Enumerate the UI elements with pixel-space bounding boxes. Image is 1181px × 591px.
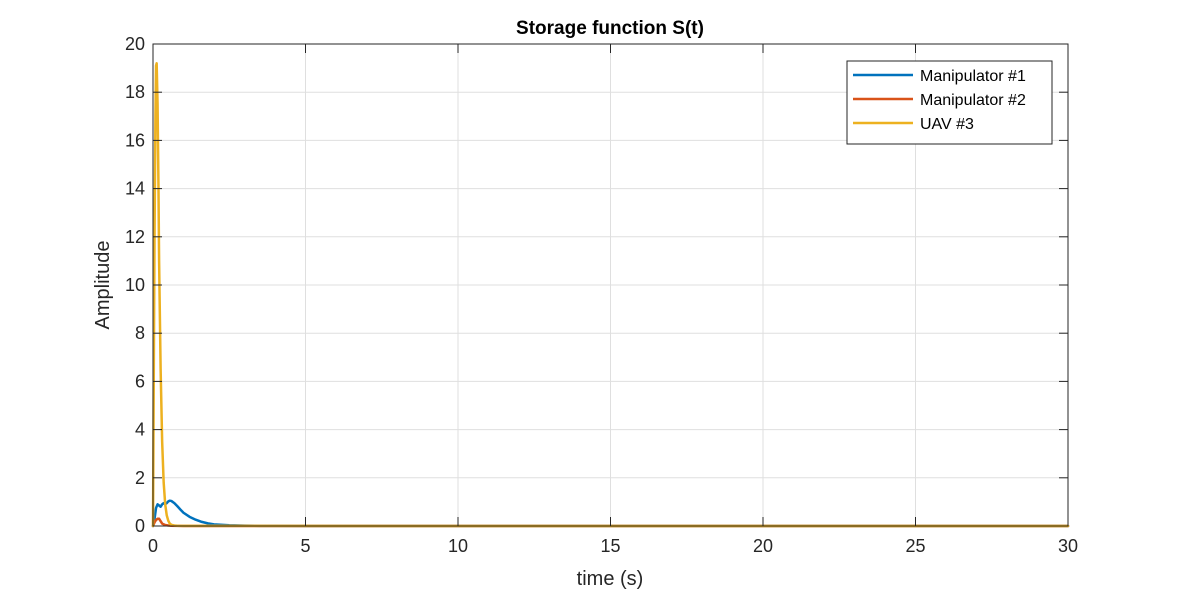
- x-tick-label: 15: [600, 536, 620, 556]
- x-tick-label: 20: [753, 536, 773, 556]
- x-axis-label: time (s): [577, 568, 644, 590]
- y-tick-label: 4: [135, 420, 145, 440]
- x-tick-label: 25: [905, 536, 925, 556]
- y-tick-label: 8: [135, 323, 145, 343]
- legend-entry: Manipulator #1: [920, 68, 1026, 85]
- y-tick-label: 20: [125, 34, 145, 54]
- x-tick-label: 0: [148, 536, 158, 556]
- legend-entry: UAV #3: [920, 116, 974, 133]
- y-tick-label: 6: [135, 371, 145, 391]
- series-line-3: [151, 62, 1070, 528]
- y-tick-label: 0: [135, 516, 145, 536]
- y-tick-label: 18: [125, 82, 145, 102]
- y-tick-label: 16: [125, 130, 145, 150]
- y-tick-label: 12: [125, 227, 145, 247]
- y-tick-label: 14: [125, 179, 145, 199]
- x-tick-label: 10: [448, 536, 468, 556]
- y-axis-label: Amplitude: [92, 241, 114, 330]
- y-tick-label: 10: [125, 275, 145, 295]
- tick-labels: 0 5 10 15 20 25 30 0 2 4 6 8 10 12 14 16 18 20: [125, 34, 1078, 556]
- axis-ticks: [152, 43, 1069, 527]
- x-tick-label: 30: [1058, 536, 1078, 556]
- chart-title: Storage function S(t): [516, 18, 704, 39]
- legend-entry: Manipulator #2: [920, 92, 1026, 109]
- y-tick-label: 2: [135, 468, 145, 488]
- legend: Manipulator #1 Manipulator #2 UAV #3: [846, 60, 1053, 145]
- x-tick-label: 5: [300, 536, 310, 556]
